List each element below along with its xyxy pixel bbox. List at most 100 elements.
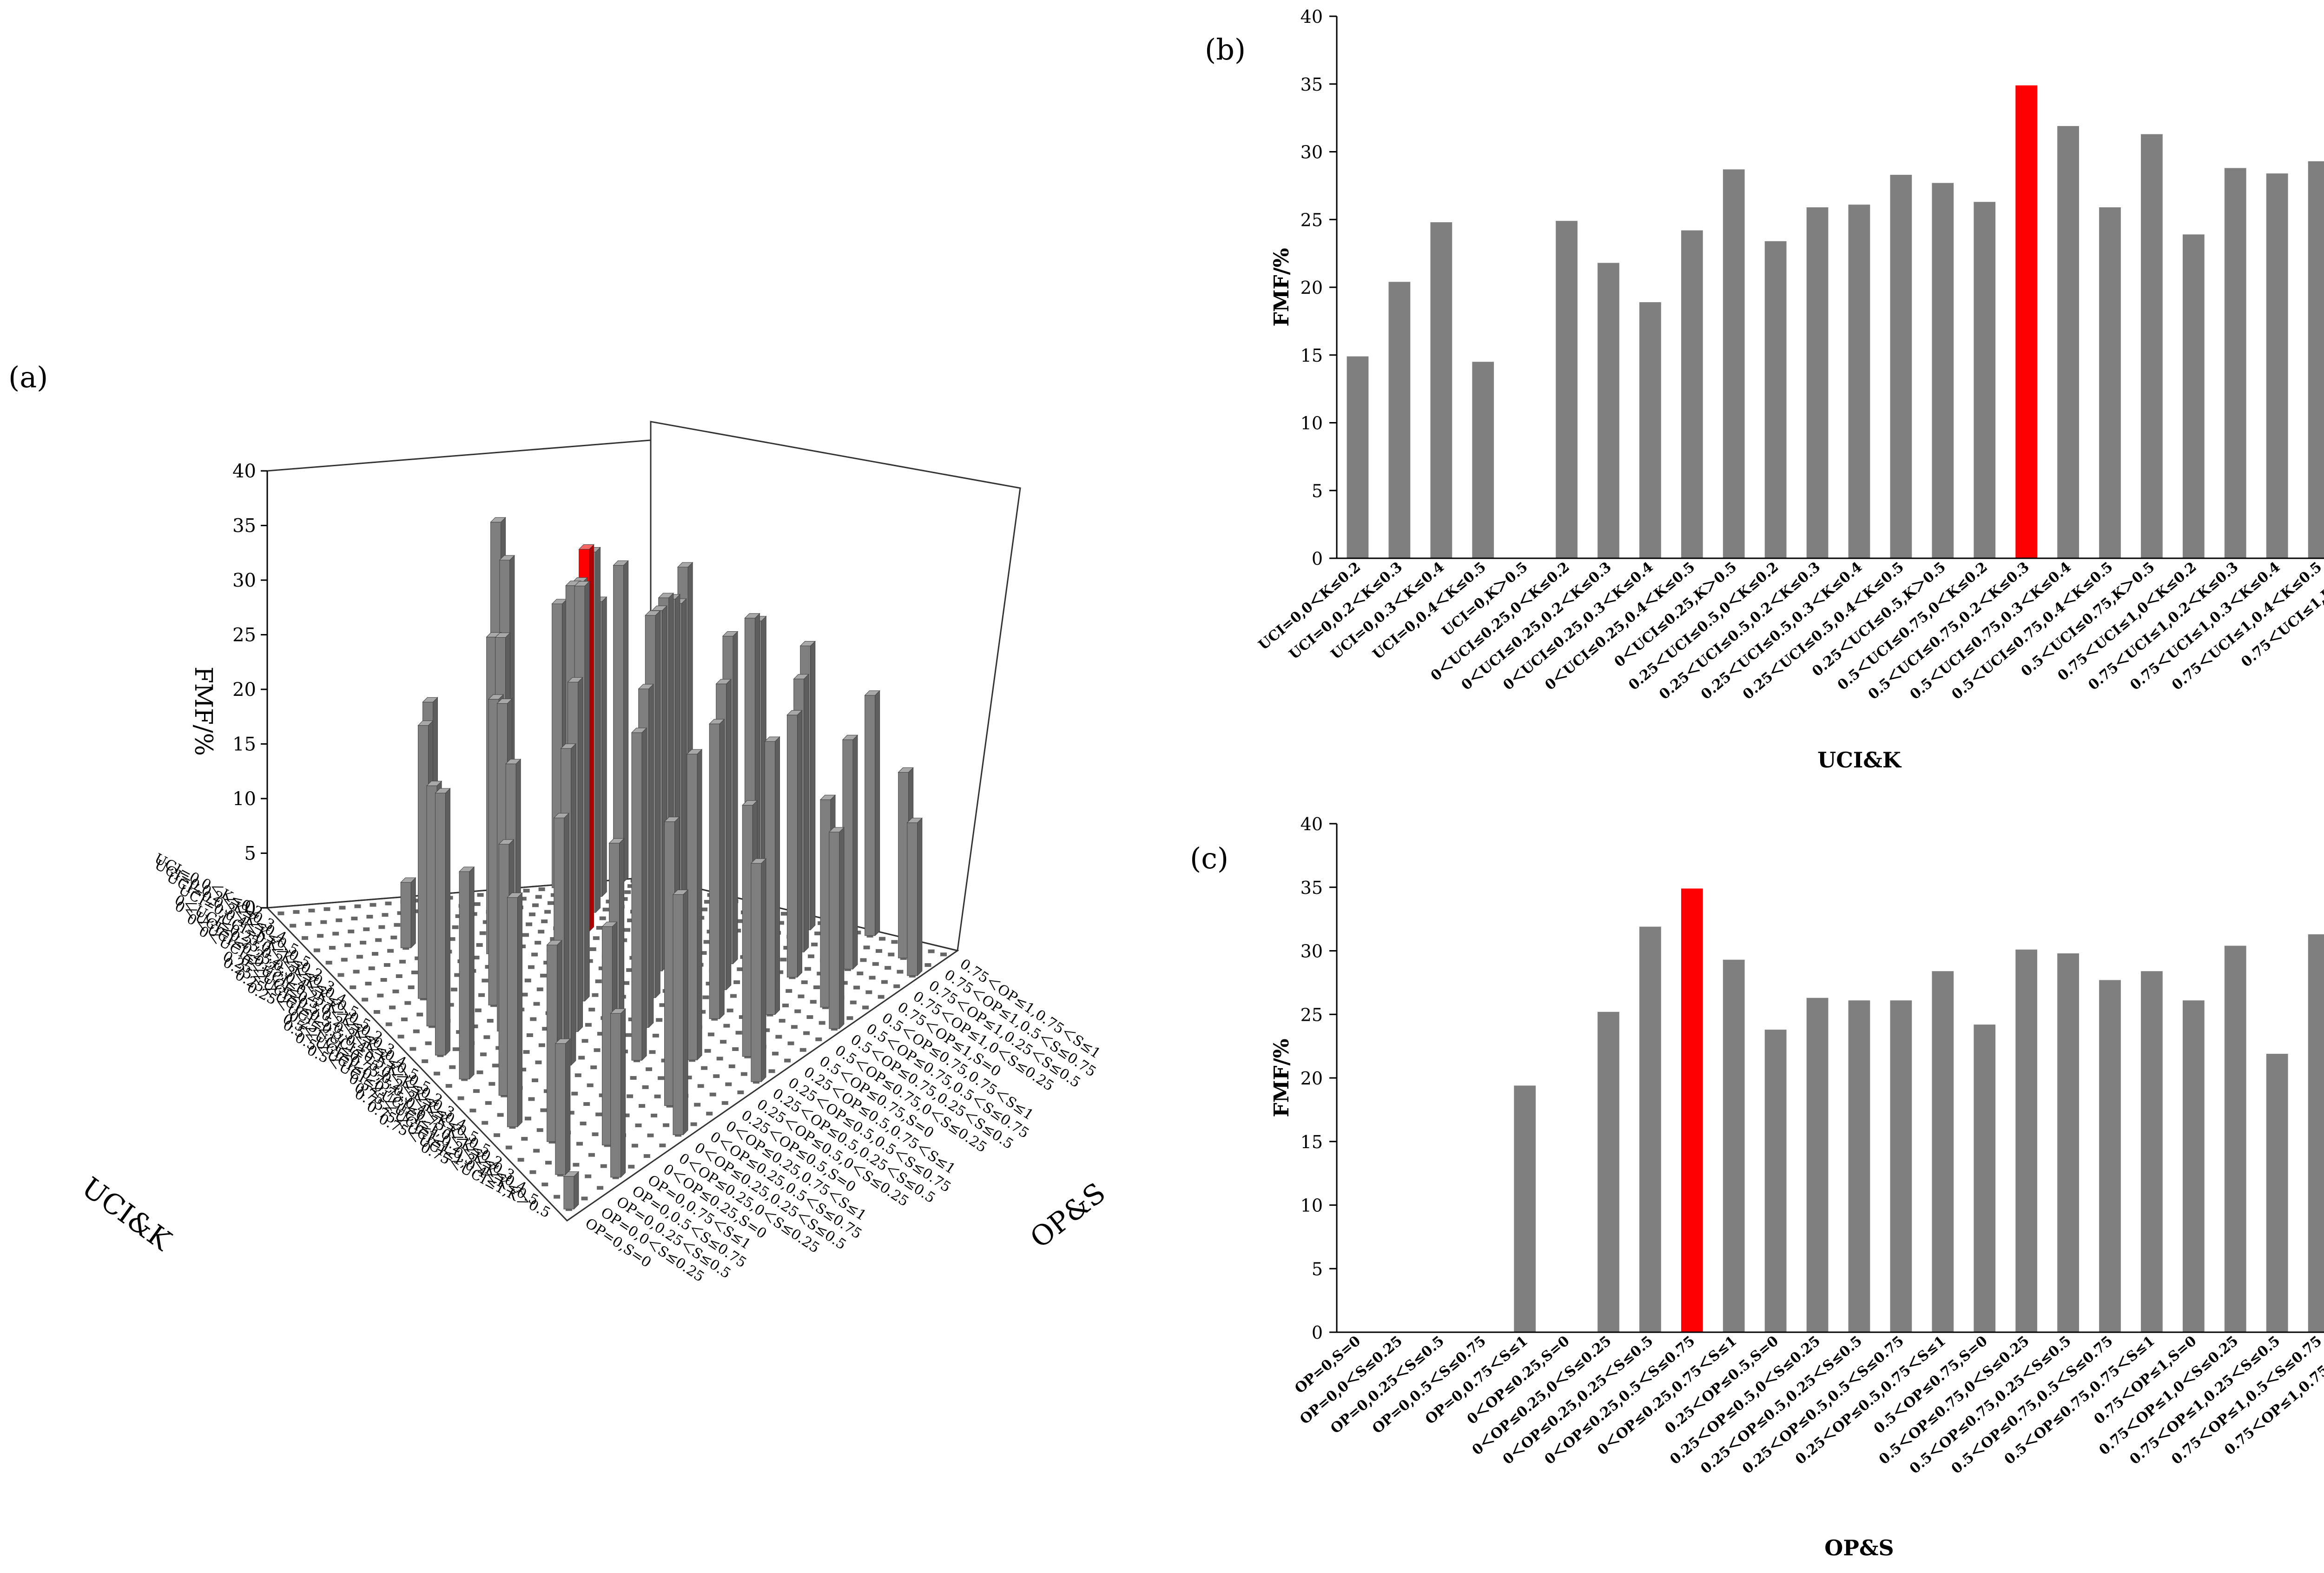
floor-grid-dot (479, 931, 486, 935)
bar3d-front (687, 753, 698, 1060)
floor-grid-dot (494, 1133, 501, 1137)
bar3d-top (567, 677, 583, 682)
bar3d-top (638, 684, 654, 689)
chart-c-svg: 0510152025303540OP=0,S=0OP=0,0＜S≤0.25OP=… (1270, 814, 2324, 1560)
bar3d-top (496, 698, 513, 704)
bar3d-side (589, 544, 594, 932)
bar (1848, 1000, 1870, 1332)
bar3d-front (786, 714, 798, 978)
bar3d (672, 889, 689, 1136)
bar3d-side (852, 734, 858, 970)
bar3d (750, 858, 767, 1083)
floor-grid-dot (656, 1018, 663, 1022)
bar (1598, 1011, 1619, 1332)
floor-grid-dot (600, 1164, 607, 1168)
x-axis-title: UCI&K (1817, 747, 1902, 773)
bar3d-side (578, 677, 583, 1032)
bar3d-side (733, 631, 738, 965)
floor-grid-dot (586, 959, 593, 963)
bar3d-top (672, 889, 689, 895)
bar3d (686, 749, 703, 1061)
y-axis-title: FMF/% (1270, 1038, 1294, 1117)
floor-grid-dot (425, 1041, 432, 1045)
floor-grid-dot (647, 1133, 654, 1137)
floor-grid-dot (891, 940, 898, 944)
bar3d (610, 1008, 626, 1178)
bar3d-front (765, 741, 776, 1015)
floor-grid-dot (595, 1112, 602, 1117)
floor-grid-dot (336, 918, 343, 922)
bar3d-side (875, 690, 880, 937)
floor-grid-dot (517, 1158, 524, 1162)
floor-grid-dot (850, 1000, 857, 1005)
floor-grid-dot (485, 965, 492, 969)
floor-grid-dot (690, 1122, 697, 1126)
chart-a-svg: 0510152025303540FMF/%UCI=0,0＜K≤0.2UCI=0,… (76, 421, 1112, 1285)
bar3d-side (917, 817, 923, 977)
floor-grid-dot (659, 1143, 666, 1148)
bar3d-top (498, 839, 515, 845)
floor-grid-dot (371, 952, 378, 956)
bar3d (613, 560, 629, 883)
floor-grid-dot (624, 890, 631, 894)
bar3d-top (495, 632, 511, 638)
chart-a-3d-bars: 0 5 10 15 20 25 30 35 40 FMF/% UCI=0,0＜K≤0.2 UCI=0,… (0, 302, 1190, 1573)
floor-grid-dot (422, 1059, 429, 1064)
floor-grid-dot (457, 1096, 464, 1100)
floor-grid-dot (596, 926, 603, 930)
floor-grid-dot (452, 1047, 459, 1051)
floor-grid-dot (642, 1085, 649, 1089)
floor-grid-dot (353, 970, 360, 974)
floor-grid-dot (860, 958, 867, 962)
floor-grid-dot (568, 1110, 574, 1115)
floor-grid-dot (573, 1163, 580, 1167)
floor-grid-dot (581, 1196, 588, 1201)
floor-grid-dot (325, 960, 332, 965)
floor-grid-dot (339, 905, 346, 910)
floor-grid-dot (380, 978, 387, 982)
floor-grid-dot (387, 949, 394, 953)
floor-grid-dot (542, 1027, 549, 1031)
floor-grid-dot (450, 987, 457, 991)
floor-grid-dot (449, 937, 456, 941)
y-tick-label: 40 (1301, 814, 1323, 834)
bar (2141, 971, 2163, 1332)
floor-grid-dot (578, 1056, 585, 1060)
floor-grid-dot (368, 966, 375, 971)
floor-grid-dot (473, 956, 480, 960)
bar (2266, 173, 2288, 558)
y-tick-label: 5 (1312, 1259, 1323, 1279)
y-axis-title: FMF/% (1270, 248, 1294, 326)
floor-grid-dot (482, 920, 489, 924)
bar (1764, 241, 1787, 558)
floor-grid-dot (536, 1128, 543, 1132)
floor-grid-dot (735, 1031, 742, 1035)
floor-grid-dot (305, 922, 312, 926)
floor-grid-dot (308, 908, 315, 912)
floor-grid-dot (888, 952, 895, 957)
floor-grid-dot (621, 897, 628, 901)
bar3d-side (571, 743, 576, 1066)
bar3d-side (623, 560, 629, 883)
floor-grid-dot (651, 1113, 658, 1117)
floor-grid-dot (702, 995, 709, 999)
floor-grid-dot (547, 901, 554, 905)
z-tick-label: 5 (244, 843, 256, 865)
bar3d-front (507, 897, 518, 1127)
floor-grid-dot (652, 1033, 659, 1038)
floor-grid-dot (474, 902, 481, 906)
bar3d-top (664, 817, 680, 822)
panel-label-c: (c) (1190, 841, 1229, 875)
floor-grid-dot (541, 1183, 548, 1187)
floor-grid-dot (878, 995, 885, 999)
bar3d-front (435, 793, 446, 1056)
y-tick-label: 10 (1301, 1196, 1323, 1216)
floor-grid-dot (804, 967, 811, 971)
bar3d-top (715, 679, 732, 684)
bar (2308, 161, 2324, 558)
floor-grid-dot (592, 1132, 599, 1137)
floor-grid-dot (324, 907, 330, 911)
floor-grid-dot (528, 965, 535, 969)
floor-grid-dot (740, 1072, 747, 1076)
y-tick-label: 15 (1301, 345, 1323, 366)
